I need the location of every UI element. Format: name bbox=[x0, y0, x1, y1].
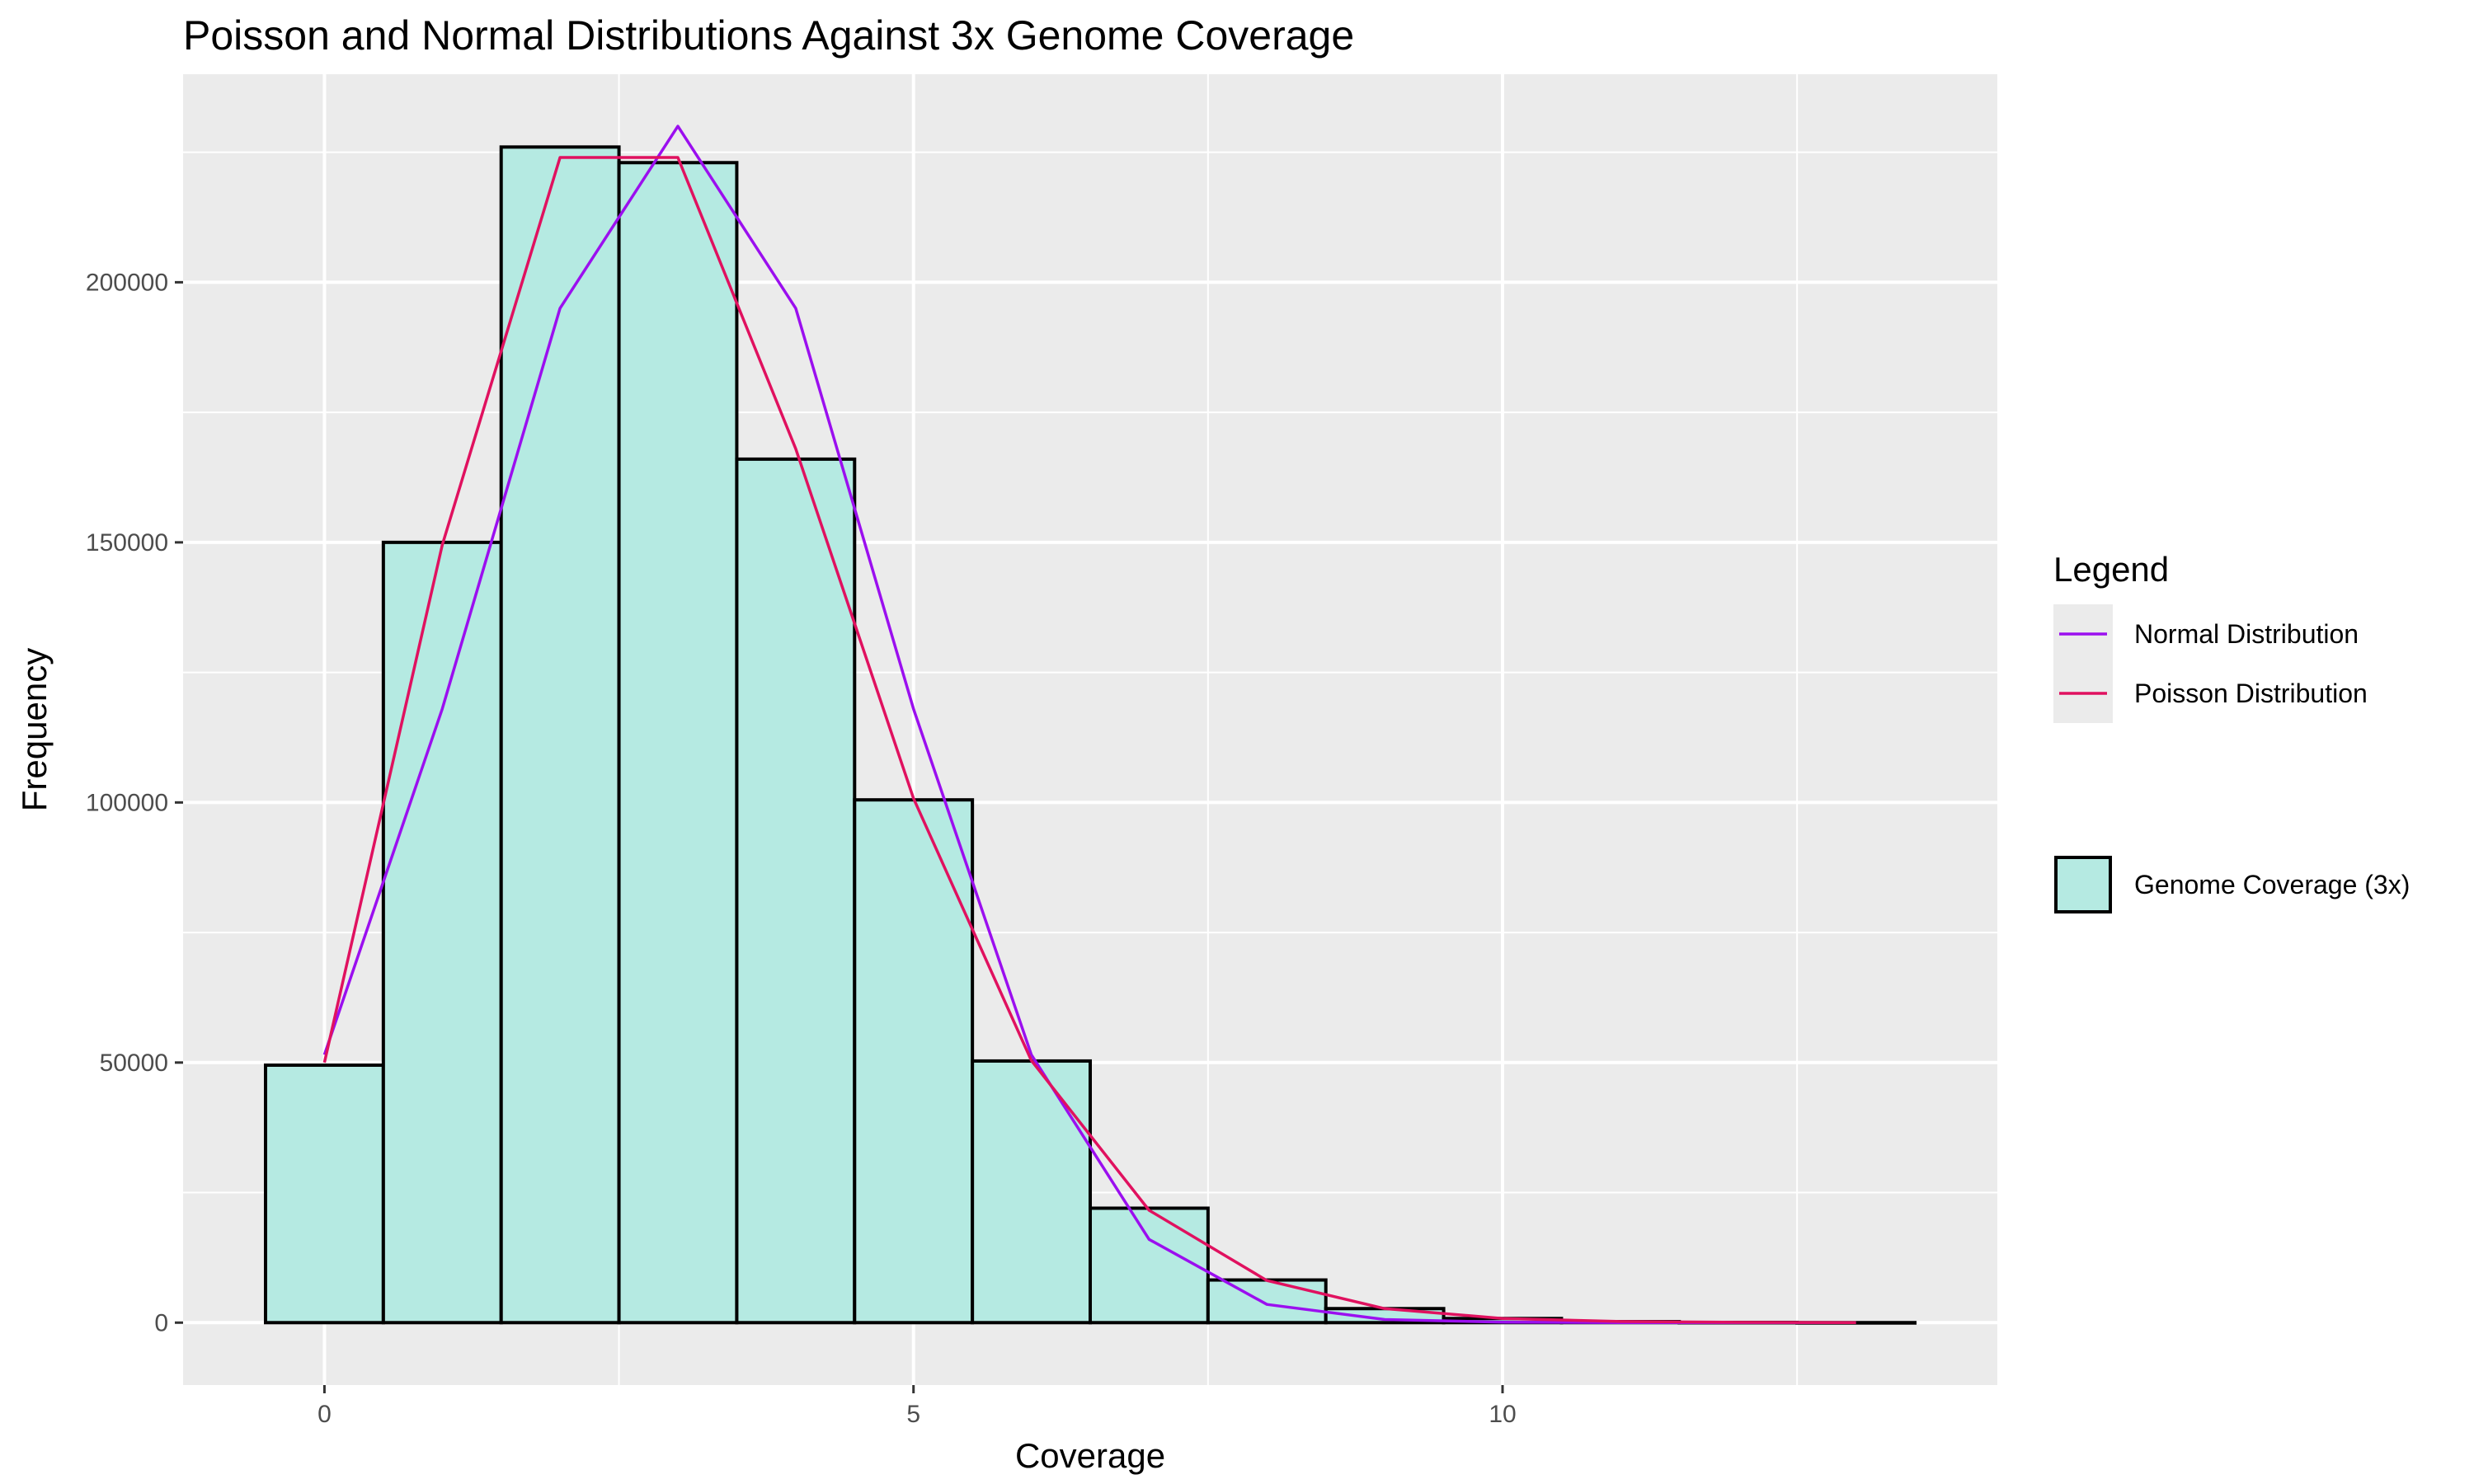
legend-title: Legend bbox=[2053, 550, 2169, 589]
legend-lines-background bbox=[2053, 604, 2113, 723]
legend-label-normal-distribution: Normal Distribution bbox=[2134, 619, 2359, 649]
y-axis: 0 50000 100000 150000 200000 bbox=[86, 269, 183, 1336]
legend-label-poisson-distribution: Poisson Distribution bbox=[2134, 679, 2368, 708]
x-axis: 0 5 10 bbox=[317, 1385, 1517, 1428]
y-tick-label: 50000 bbox=[100, 1050, 168, 1077]
distribution-lines bbox=[322, 124, 1856, 1325]
y-tick-label: 100000 bbox=[86, 789, 168, 816]
y-tick-label: 200000 bbox=[86, 269, 168, 296]
legend-label-genome-coverage: Genome Coverage (3x) bbox=[2134, 870, 2410, 899]
x-tick-label: 5 bbox=[906, 1401, 920, 1428]
y-axis-title: Frequency bbox=[15, 648, 54, 811]
series-line-poisson-distribution bbox=[322, 156, 1856, 1324]
histogram-bar bbox=[381, 540, 503, 1325]
histogram-bar bbox=[735, 457, 857, 1325]
histogram-bar bbox=[617, 161, 739, 1325]
x-tick-label: 10 bbox=[1489, 1401, 1516, 1428]
histogram-bar bbox=[1206, 1278, 1328, 1325]
series-line-normal-distribution bbox=[322, 124, 1856, 1325]
histogram-bar bbox=[971, 1059, 1092, 1325]
histogram-bars bbox=[264, 145, 1917, 1325]
y-tick-label: 150000 bbox=[86, 529, 168, 556]
histogram-bar bbox=[264, 1063, 385, 1325]
legend-key-genome-coverage bbox=[2054, 856, 2112, 913]
legend: Legend Normal Distribution Poisson Distr… bbox=[2053, 550, 2410, 913]
y-tick-label: 0 bbox=[154, 1309, 168, 1336]
x-tick-label: 0 bbox=[317, 1401, 332, 1428]
histogram-bar bbox=[1089, 1206, 1210, 1325]
chart-title: Poisson and Normal Distributions Against… bbox=[183, 12, 1354, 59]
histogram-bar bbox=[853, 798, 975, 1325]
histogram-bar bbox=[499, 145, 621, 1325]
x-axis-title: Coverage bbox=[1015, 1436, 1165, 1475]
